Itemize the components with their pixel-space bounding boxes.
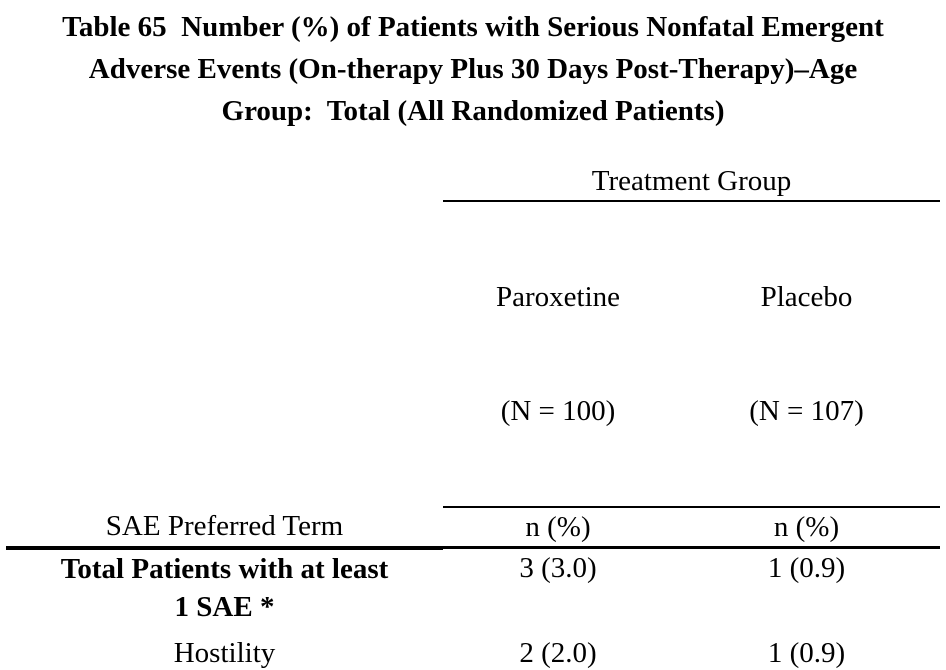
placebo-value-cell: 1 (0.9)	[767, 636, 846, 669]
column-n-placebo: (N = 107)	[749, 395, 864, 427]
column-header-paroxetine: Paroxetine (N = 100)	[443, 201, 673, 508]
placebo-value-cell: 1 (0.9)	[767, 552, 846, 584]
table-row-total-patients: Total Patients with at least 1 SAE * 3 (…	[6, 548, 940, 634]
column-name-placebo: Placebo	[760, 281, 853, 313]
table-title: Table 65 Number (%) of Patients with Ser…	[62, 11, 884, 127]
sae-term-cell: Hostility	[173, 636, 276, 669]
stub-spacer-cell	[6, 162, 443, 201]
column-header-placebo: Placebo (N = 107)	[673, 201, 940, 508]
table-row-hostility: Hostility 2 (2.0) 1 (0.9)	[6, 634, 940, 670]
stub-spacer-cell	[6, 201, 443, 507]
sae-preferred-term-header: SAE Preferred Term	[6, 507, 443, 550]
unit-header-placebo: n (%)	[673, 507, 940, 549]
column-header-row: Paroxetine (N = 100) Placebo (N = 107)	[6, 201, 940, 508]
group-header-row: Treatment Group	[6, 162, 940, 202]
paroxetine-value-cell: 3 (3.0)	[519, 552, 597, 584]
adverse-events-table: Treatment Group Paroxetine (N = 100) Pla…	[6, 162, 940, 670]
column-n-paroxetine: (N = 100)	[500, 395, 616, 427]
sae-term-cell: Total Patients with at least 1 SAE *	[60, 552, 389, 623]
stub-header-row: SAE Preferred Term n (%) n (%)	[6, 507, 940, 550]
treatment-group-header: Treatment Group	[443, 162, 940, 202]
paroxetine-value-cell: 2 (2.0)	[519, 636, 597, 669]
column-name-paroxetine: Paroxetine	[495, 281, 620, 313]
unit-header-paroxetine: n (%)	[443, 507, 673, 549]
